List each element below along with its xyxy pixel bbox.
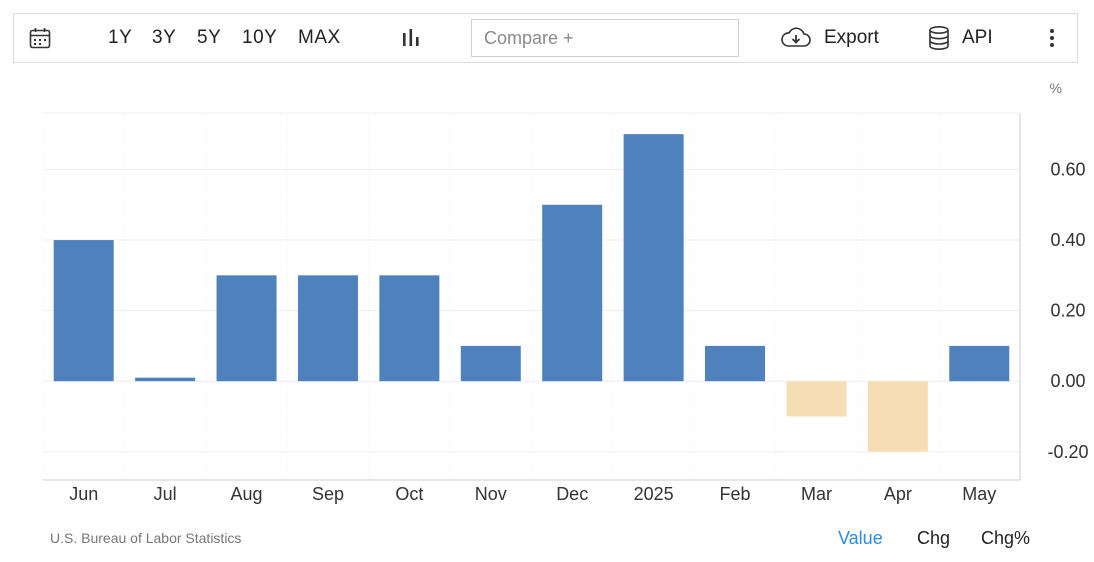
bar-apr[interactable] <box>867 381 928 452</box>
bar-oct[interactable] <box>379 275 440 382</box>
bar-jul[interactable] <box>135 377 196 382</box>
mode-chg-tab[interactable]: Chg <box>917 528 951 548</box>
x-tick-label: Mar <box>801 484 832 504</box>
bar-aug[interactable] <box>216 275 277 382</box>
x-tick-label: Nov <box>475 484 507 504</box>
range-1y-button[interactable]: 1Y <box>108 27 133 48</box>
range-max-button[interactable]: MAX <box>298 27 341 48</box>
x-tick-label: Dec <box>556 484 588 504</box>
x-tick-label: 2025 <box>634 484 674 504</box>
range-3y-button[interactable]: 3Y <box>152 27 177 48</box>
source-label: U.S. Bureau of Labor Statistics <box>50 530 242 546</box>
bar-mar[interactable] <box>786 381 847 417</box>
bar-feb[interactable] <box>705 345 766 382</box>
export-label: Export <box>824 27 879 48</box>
export-button[interactable]: Export <box>780 14 879 62</box>
database-icon <box>929 25 949 50</box>
range-10y-button[interactable]: 10Y <box>242 27 278 48</box>
x-tick-label: May <box>962 484 996 504</box>
mode-chg-percent-tab[interactable]: Chg% <box>981 528 1031 548</box>
bar-may[interactable] <box>949 345 1010 382</box>
bar-dec[interactable] <box>542 204 603 382</box>
bar-nov[interactable] <box>460 345 521 382</box>
api-label: API <box>962 27 993 48</box>
x-tick-label: Aug <box>231 484 263 504</box>
bar-2025[interactable] <box>623 134 684 382</box>
calendar-button[interactable] <box>28 14 52 62</box>
calendar-icon <box>29 28 51 49</box>
chart-type-button[interactable] <box>400 14 422 62</box>
y-tick-label: 0.60 <box>1050 159 1085 179</box>
bar-jun[interactable] <box>53 240 114 382</box>
more-vertical-icon <box>1050 29 1054 47</box>
bar-chart: % Jun Jul Aug Sep Oct Nov Dec 2025 Feb Mar Apr May -… <box>42 80 1089 504</box>
range-5y-button[interactable]: 5Y <box>197 27 222 48</box>
x-tick-label: Feb <box>720 484 751 504</box>
x-tick-label: Sep <box>312 484 344 504</box>
y-tick-label: 0.00 <box>1050 371 1085 391</box>
chart-toolbar: 1Y 3Y 5Y 10Y MAX Export API <box>13 13 1078 63</box>
x-tick-label: Apr <box>884 484 912 504</box>
mode-value-tab[interactable]: Value <box>838 528 883 548</box>
y-tick-label: -0.20 <box>1047 442 1088 462</box>
x-tick-label: Jun <box>69 484 98 504</box>
bar-sep[interactable] <box>297 275 358 382</box>
x-tick-label: Jul <box>154 484 177 504</box>
x-tick-label: Oct <box>395 484 423 504</box>
more-menu-button[interactable] <box>1048 14 1056 62</box>
unit-label: % <box>1050 80 1062 96</box>
api-button[interactable]: API <box>928 14 993 62</box>
y-tick-label: 0.20 <box>1050 301 1085 321</box>
cloud-download-icon <box>781 27 811 47</box>
compare-input[interactable] <box>471 19 739 57</box>
y-tick-label: 0.40 <box>1050 230 1085 250</box>
bar-chart-icon <box>403 29 419 46</box>
